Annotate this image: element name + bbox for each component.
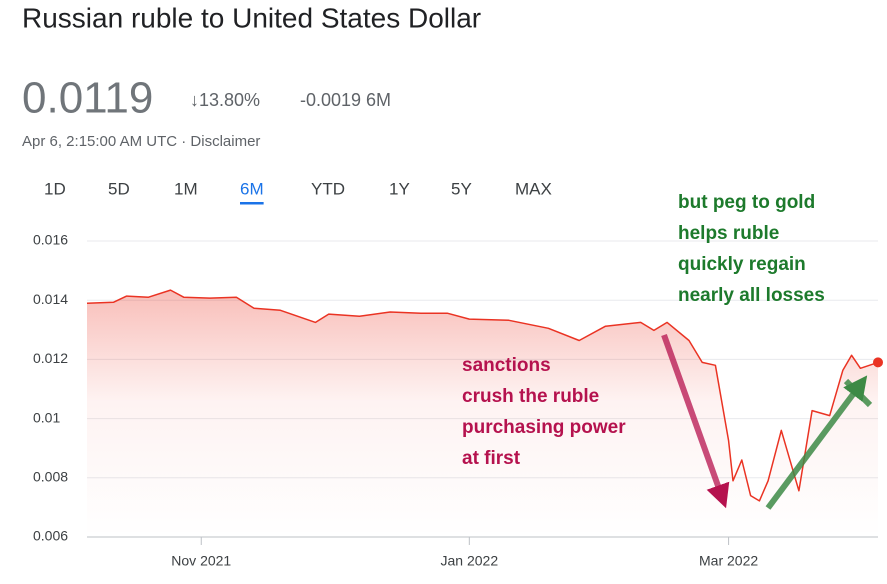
annotation-arrow [661, 333, 730, 509]
y-tick-label: 0.016 [33, 232, 68, 248]
tab-underline [240, 202, 264, 205]
range-tab[interactable]: 1Y [389, 179, 410, 198]
range-tab[interactable]: 5D [108, 179, 130, 198]
annotation-text: crush the ruble [462, 386, 599, 407]
x-tick-label: Mar 2022 [699, 553, 758, 569]
annotation-arrow [765, 375, 868, 510]
range-tab[interactable]: YTD [311, 179, 345, 198]
annotation-text: sanctions [462, 355, 551, 376]
annotation-text: nearly all losses [678, 285, 825, 306]
y-tick-label: 0.01 [33, 409, 60, 425]
range-tab[interactable]: 1M [174, 179, 198, 198]
price-line [86, 289, 879, 502]
y-tick-label: 0.014 [33, 291, 68, 307]
range-tab[interactable]: MAX [515, 179, 552, 198]
annotation-text: at first [462, 448, 521, 469]
last-price-dot [873, 357, 883, 368]
range-tab[interactable]: 1D [44, 179, 66, 198]
y-tick-label: 0.008 [33, 469, 68, 485]
y-tick-label: 0.012 [33, 350, 68, 366]
price: 0.0119 [22, 74, 153, 123]
price-area [87, 290, 878, 537]
range-tab[interactable]: 6M [240, 179, 264, 198]
annotation-text: quickly regain [678, 254, 806, 275]
change-value: -0.0019 6M [300, 90, 391, 110]
chart: 0.016 0.014 0.012 0.01 0.008 0.006 Nov 2021 Jan… [33, 232, 883, 569]
annotation-text: but peg to gold [678, 192, 815, 213]
annotation-arrow [843, 378, 873, 408]
annotation-text: purchasing power [462, 417, 626, 438]
x-tick-label: Jan 2022 [441, 553, 499, 569]
range-tab[interactable]: 5Y [451, 179, 472, 198]
page-title: Russian ruble to United States Dollar [22, 2, 481, 33]
timestamp[interactable]: Apr 6, 2:15:00 AM UTC · Disclaimer [22, 133, 260, 150]
x-tick-label: Nov 2021 [171, 553, 231, 569]
y-tick-label: 0.006 [33, 528, 68, 544]
range-tabs: 1D 5D 1M 6M YTD 1Y 5Y MAX [44, 179, 552, 205]
change-percent: ↓13.80% [190, 90, 260, 110]
annotation-text: helps ruble [678, 223, 779, 244]
